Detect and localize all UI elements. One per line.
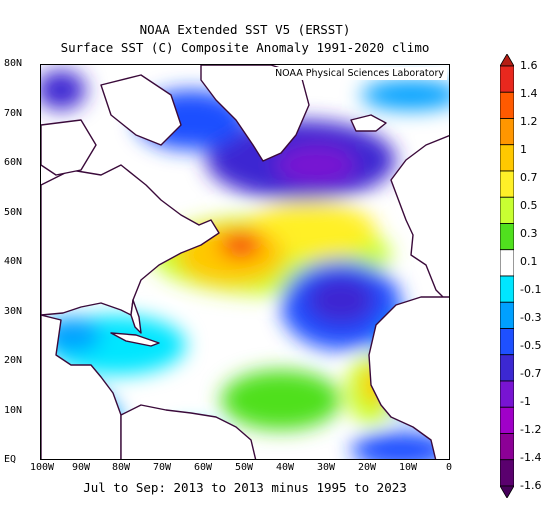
colorbar-tick-label: -1: [520, 395, 531, 408]
lab-label: NOAA Physical Sciences Laboratory: [272, 67, 447, 80]
colorbar-tick-label: -0.5: [520, 339, 542, 352]
colorbar-segment: [500, 91, 514, 119]
colorbar-segment: [500, 144, 514, 172]
lat-label: 80N: [4, 58, 23, 69]
colorbar-segment: [500, 249, 514, 277]
lon-label: 70W: [153, 462, 172, 473]
baffin-land: [100, 74, 182, 146]
colorbar-segment: [500, 223, 514, 251]
lon-label: 80W: [112, 462, 131, 473]
colorbar-segment: [500, 380, 514, 408]
colorbar-segment: [500, 170, 514, 198]
map-canvas: [41, 65, 449, 459]
land-masses: [41, 65, 449, 459]
lon-label: 50W: [235, 462, 254, 473]
time-period-caption: Jul to Sep: 2013 to 2013 minus 1995 to 2…: [83, 480, 407, 495]
lon-label: 30W: [317, 462, 336, 473]
cuba-land: [110, 332, 160, 347]
lon-label: 90W: [72, 462, 91, 473]
colorbar-segment: [500, 196, 514, 224]
south-america-land: [120, 404, 257, 459]
colorbar-bottom-arrow: [500, 485, 514, 498]
colorbar-tick-label: -1.6: [520, 479, 542, 492]
anomaly-guinea-cool: [351, 432, 449, 459]
africa-land: [368, 296, 449, 459]
colorbar-top-arrow: [500, 54, 514, 67]
colorbar-tick-label: 0.1: [520, 255, 538, 268]
colorbar-segment: [500, 433, 514, 461]
north-america-land: [41, 164, 220, 316]
lon-label: 20W: [358, 462, 377, 473]
colorbar-tick-label: 1.4: [520, 87, 538, 100]
colorbar-tick-label: 0.5: [520, 199, 538, 212]
lon-label: 40W: [276, 462, 295, 473]
colorbar-tick-label: -1.2: [520, 423, 542, 436]
colorbar-segment: [500, 275, 514, 303]
colorbar-tick-label: 0.7: [520, 171, 538, 184]
colorbar-tick-label: 0.3: [520, 227, 538, 240]
anomaly-subtropical-core: [306, 275, 376, 325]
mexico-land: [41, 314, 122, 459]
europe-land: [390, 135, 449, 304]
lat-label: 40N: [4, 256, 23, 267]
lat-label: EQ: [4, 454, 17, 465]
lat-label: 30N: [4, 306, 23, 317]
chart-title: NOAA Extended SST V5 (ERSST): [139, 22, 351, 37]
lon-label: 10W: [399, 462, 418, 473]
lat-label: 10N: [4, 405, 23, 416]
sst-anomaly-map: NOAA Physical Sciences Laboratory: [40, 64, 450, 460]
lat-label: 50N: [4, 207, 23, 218]
anomaly-tropical-warm: [221, 370, 341, 430]
lat-label: 60N: [4, 157, 23, 168]
colorbar-segment: [500, 301, 514, 329]
colorbar-tick-label: 1: [520, 143, 527, 156]
anomaly-norway-cool: [361, 80, 449, 110]
colorbar-segment: [500, 354, 514, 382]
colorbar-segment: [500, 406, 514, 434]
lon-label: 0: [446, 462, 453, 473]
lat-label: 70N: [4, 108, 23, 119]
colorbar-tick-label: -0.3: [520, 311, 542, 324]
anomaly-arctic-cold: [41, 70, 86, 110]
anomaly-gulf-stream-max: [231, 238, 251, 252]
anomaly-subpolar-core: [276, 145, 356, 185]
colorbar-tick-label: -0.7: [520, 367, 542, 380]
lon-label: 100W: [30, 462, 55, 473]
colorbar: [500, 54, 514, 498]
colorbar-segment: [500, 118, 514, 146]
lat-label: 20N: [4, 355, 23, 366]
colorbar-segment: [500, 328, 514, 356]
colorbar-tick-label: -1.4: [520, 451, 542, 464]
lon-label: 60W: [194, 462, 213, 473]
colorbar-tick-label: -0.1: [520, 283, 542, 296]
colorbar-segment: [500, 459, 514, 487]
florida-land: [130, 299, 142, 334]
colorbar-segment: [500, 65, 514, 93]
colorbar-tick-label: 1.2: [520, 115, 538, 128]
iceland-land: [350, 114, 387, 132]
chart-subtitle: Surface SST (C) Composite Anomaly 1991-2…: [60, 40, 430, 55]
colorbar-tick-label: 1.6: [520, 59, 538, 72]
hudson-bay-land: [41, 119, 97, 176]
